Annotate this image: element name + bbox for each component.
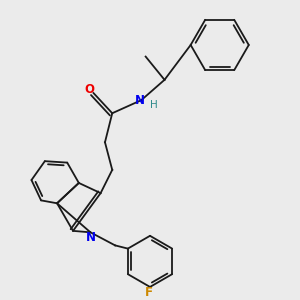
Text: N: N	[135, 94, 145, 107]
Text: O: O	[85, 83, 95, 97]
Text: F: F	[145, 286, 152, 299]
Text: N: N	[85, 231, 95, 244]
Text: H: H	[150, 100, 158, 110]
